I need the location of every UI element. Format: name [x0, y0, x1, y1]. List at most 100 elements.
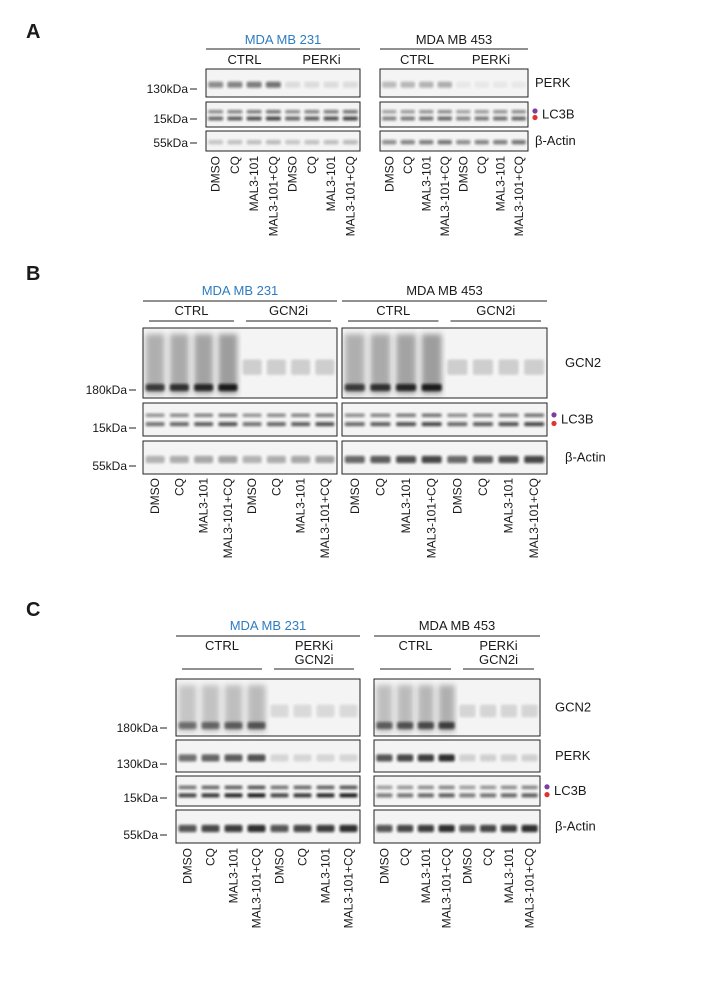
lane-label: MAL3-101+CQ: [250, 848, 264, 928]
protein-band: [227, 81, 243, 88]
protein-band-lower: [397, 793, 414, 798]
protein-band: [344, 384, 365, 391]
protein-band: [224, 722, 243, 729]
protein-band-lower: [498, 422, 519, 427]
protein-band: [521, 824, 538, 833]
lane-label: DMSO: [450, 478, 464, 514]
protein-smear: [247, 685, 266, 732]
protein-band: [201, 722, 220, 729]
lane-label: DMSO: [382, 156, 396, 192]
protein-band-lower: [247, 793, 266, 798]
protein-band: [447, 359, 468, 375]
protein-band: [421, 455, 442, 464]
protein-band-lower: [285, 116, 301, 121]
protein-band-upper: [419, 110, 434, 114]
protein-band: [500, 704, 517, 718]
protein-band: [208, 140, 224, 145]
protein-band: [224, 754, 243, 762]
protein-band-lower: [438, 793, 455, 798]
lane-label: DMSO: [181, 848, 195, 884]
protein-band-lower: [208, 116, 224, 121]
protein-band-upper: [438, 785, 455, 790]
protein-band-upper: [370, 413, 391, 418]
protein-label: GCN2: [555, 700, 591, 715]
protein-band: [323, 81, 339, 88]
lc3b-i-marker-dot: [551, 412, 557, 418]
blot-membrane: [205, 130, 361, 152]
protein-band: [438, 722, 455, 729]
protein-band: [521, 754, 538, 762]
protein-label: β-Actin: [565, 450, 606, 465]
protein-band: [480, 704, 497, 718]
lane-label: DMSO: [273, 848, 287, 884]
protein-band: [376, 824, 393, 833]
lane-label: CQ: [204, 848, 218, 866]
molecular-weight-marker: 55kDa: [92, 459, 127, 473]
protein-band: [417, 722, 434, 729]
protein-band: [266, 455, 286, 464]
lane-label: MAL3-101: [227, 848, 241, 904]
lane-label: MAL3-101+CQ: [523, 848, 537, 928]
lane-label: CQ: [398, 848, 412, 866]
protein-band-upper: [169, 413, 189, 418]
protein-band-upper: [218, 413, 238, 418]
protein-band: [178, 824, 197, 833]
protein-band: [459, 824, 476, 833]
protein-band-lower: [224, 793, 243, 798]
protein-band-lower: [396, 422, 417, 427]
protein-band: [316, 754, 335, 762]
lane-label: MAL3-101+CQ: [425, 478, 439, 558]
protein-band-lower: [456, 116, 471, 121]
protein-smear: [396, 334, 417, 394]
blot-row-perk: 130kDa PERK: [147, 68, 571, 98]
protein-band: [459, 754, 476, 762]
protein-smear: [370, 334, 391, 394]
lane-label: DMSO: [456, 156, 470, 192]
protein-band-lower: [419, 116, 434, 121]
protein-band-upper: [293, 785, 312, 790]
treatment-group-label: GCN2i: [269, 303, 308, 318]
protein-band-upper: [316, 785, 335, 790]
protein-band-lower: [511, 116, 526, 121]
protein-band-upper: [493, 110, 508, 114]
protein-label: PERK: [535, 75, 571, 90]
lane-label: CQ: [296, 848, 310, 866]
protein-band-upper: [246, 110, 262, 114]
protein-band: [224, 824, 243, 833]
protein-band: [247, 824, 266, 833]
protein-band: [500, 754, 517, 762]
protein-band: [419, 140, 434, 145]
protein-band: [145, 455, 165, 464]
protein-band-upper: [396, 413, 417, 418]
treatment-group-label: PERKi GCN2i: [479, 638, 518, 667]
protein-band-lower: [169, 422, 189, 427]
protein-band: [417, 754, 434, 762]
treatment-group-label: CTRL: [175, 303, 209, 318]
protein-label: LC3B: [554, 783, 587, 798]
protein-band: [316, 824, 335, 833]
protein-band: [459, 704, 476, 718]
lane-label: MAL3-101: [493, 156, 507, 212]
protein-band-upper: [459, 785, 476, 790]
protein-band: [493, 140, 508, 145]
protein-band-upper: [208, 110, 224, 114]
protein-band-lower: [459, 793, 476, 798]
panel-letter: B: [26, 263, 40, 285]
panel-letter: C: [26, 599, 40, 621]
lane-label: MAL3-101+CQ: [527, 478, 541, 558]
protein-band: [178, 754, 197, 762]
molecular-weight-marker: 130kDa: [117, 757, 159, 771]
protein-band-upper: [323, 110, 339, 114]
protein-smear: [178, 685, 197, 732]
molecular-weight-marker: 55kDa: [153, 136, 188, 150]
protein-band: [447, 455, 468, 464]
lane-label: DMSO: [460, 848, 474, 884]
protein-band-upper: [242, 413, 262, 418]
lane-label: MAL3-101: [502, 848, 516, 904]
protein-band: [169, 455, 189, 464]
protein-band-lower: [323, 116, 339, 121]
protein-band-lower: [293, 793, 312, 798]
cell-line-title: MDA MB 453: [406, 283, 483, 298]
lane-label: MAL3-101: [294, 478, 308, 534]
